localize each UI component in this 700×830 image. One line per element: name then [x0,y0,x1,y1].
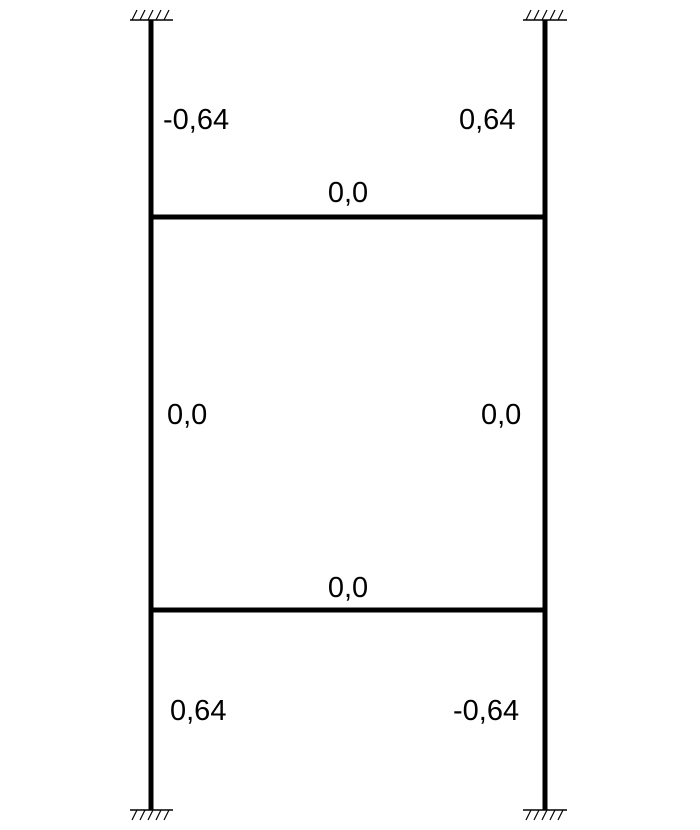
label-bottom-beam: 0,0 [328,572,368,604]
label-right-column-middle: 0,0 [481,399,521,431]
fixed-support-bottom-right [523,809,567,821]
fixed-support-top-left [130,9,173,21]
label-top-beam: 0,0 [328,177,368,209]
label-left-column-top: -0,64 [163,104,229,136]
label-left-column-bottom: 0,64 [170,695,226,727]
label-right-column-top: 0,64 [459,104,515,136]
fixed-support-top-right [523,9,567,21]
fixed-support-bottom-left [130,809,173,821]
label-left-column-middle: 0,0 [167,399,207,431]
label-right-column-bottom: -0,64 [453,695,519,727]
